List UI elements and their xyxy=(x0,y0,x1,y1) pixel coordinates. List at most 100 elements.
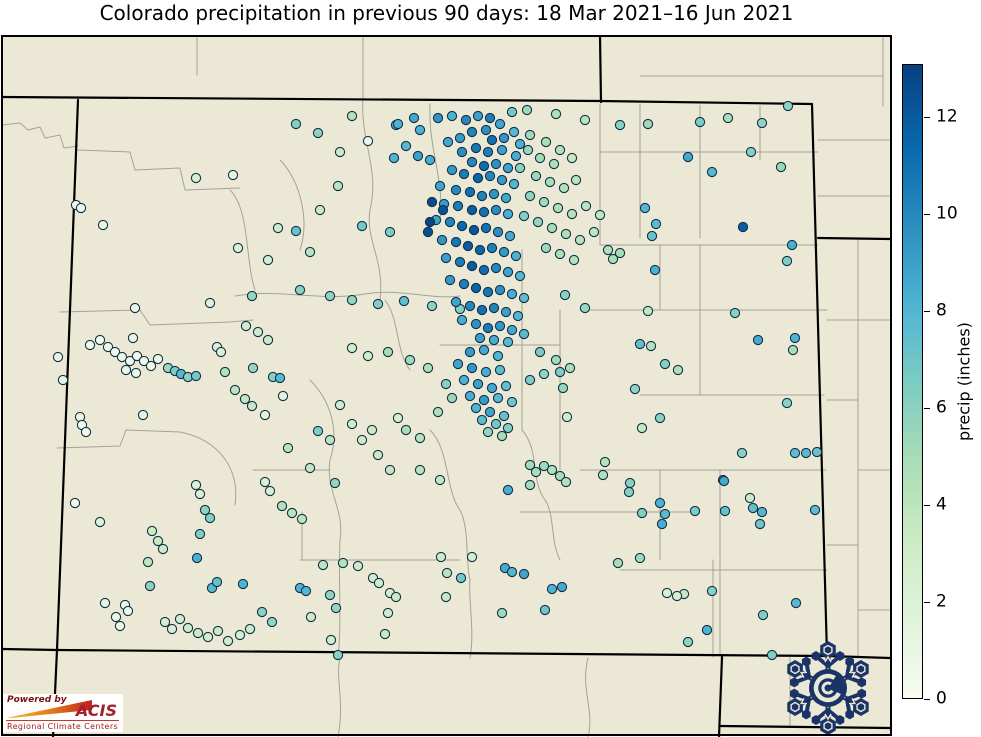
data-point xyxy=(464,346,476,358)
data-point xyxy=(756,117,768,129)
data-point xyxy=(440,378,452,390)
acis-divider xyxy=(6,720,119,721)
data-point xyxy=(754,518,766,530)
data-point xyxy=(568,254,580,266)
data-point xyxy=(747,502,759,514)
data-point xyxy=(502,422,514,434)
data-point xyxy=(116,351,128,363)
data-point xyxy=(789,447,801,459)
data-point xyxy=(332,180,344,192)
data-point xyxy=(811,446,823,458)
data-point xyxy=(458,374,470,386)
data-point xyxy=(450,296,462,308)
colorbar-tick-label: 4 xyxy=(936,494,947,515)
data-point xyxy=(502,484,514,496)
data-point xyxy=(564,362,576,374)
data-point xyxy=(256,606,268,618)
data-point xyxy=(194,488,206,500)
data-point xyxy=(379,628,391,640)
data-point xyxy=(719,505,731,517)
data-point xyxy=(458,168,470,180)
data-point xyxy=(266,616,278,628)
data-point xyxy=(398,295,410,307)
data-point xyxy=(466,551,478,563)
data-point xyxy=(312,127,324,139)
data-point xyxy=(521,104,533,116)
data-point xyxy=(490,158,502,170)
data-point xyxy=(623,486,635,498)
data-point xyxy=(390,591,402,603)
data-point xyxy=(272,222,284,234)
cocorahs-snowflake-logo xyxy=(787,641,869,735)
data-point xyxy=(130,367,142,379)
data-point xyxy=(192,627,204,639)
data-point xyxy=(552,202,564,214)
data-point xyxy=(157,543,169,555)
data-point xyxy=(362,135,374,147)
data-point xyxy=(524,374,536,386)
data-point xyxy=(317,559,329,571)
data-point xyxy=(138,355,150,367)
data-point xyxy=(546,464,558,476)
data-point xyxy=(612,557,624,569)
data-point xyxy=(597,469,609,481)
data-point xyxy=(446,392,458,404)
data-point xyxy=(492,226,504,238)
data-point xyxy=(752,334,764,346)
data-point xyxy=(69,497,81,509)
data-point xyxy=(282,442,294,454)
data-point xyxy=(305,611,317,623)
data-point xyxy=(654,412,666,424)
data-point xyxy=(706,166,718,178)
data-point xyxy=(729,307,741,319)
data-point xyxy=(498,246,510,258)
data-point xyxy=(524,459,536,471)
data-point xyxy=(458,278,470,290)
data-point xyxy=(454,132,466,144)
data-point xyxy=(247,362,259,374)
data-point xyxy=(434,180,446,192)
colorbar-tick-label: 0 xyxy=(936,688,947,709)
data-point xyxy=(400,140,412,152)
state-borders xyxy=(0,34,893,737)
data-point xyxy=(478,394,490,406)
data-point xyxy=(94,334,106,346)
data-point xyxy=(215,346,227,358)
data-point xyxy=(634,552,646,564)
data-point xyxy=(671,590,683,602)
data-point xyxy=(219,366,231,378)
data-point xyxy=(636,507,648,519)
data-point xyxy=(440,252,452,264)
data-point xyxy=(444,274,456,286)
colorbar-tick-label: 12 xyxy=(936,106,958,127)
data-point xyxy=(672,364,684,376)
data-point xyxy=(548,158,560,170)
data-point xyxy=(435,551,447,563)
data-point xyxy=(781,397,793,409)
data-point xyxy=(314,204,326,216)
data-point xyxy=(506,566,518,578)
data-point xyxy=(352,560,364,572)
data-point xyxy=(455,572,467,584)
data-point xyxy=(534,346,546,358)
data-point xyxy=(498,410,510,422)
data-point xyxy=(252,326,264,338)
data-point xyxy=(470,282,482,294)
data-point xyxy=(482,286,494,298)
data-point xyxy=(290,225,302,237)
data-point xyxy=(474,244,486,256)
data-point xyxy=(392,412,404,424)
data-point xyxy=(400,424,412,436)
data-point xyxy=(496,174,508,186)
colorbar-label: precip (inches) xyxy=(954,322,974,441)
data-point xyxy=(442,136,454,148)
data-point xyxy=(554,144,566,156)
data-point xyxy=(494,320,506,332)
data-point xyxy=(190,172,202,184)
data-point xyxy=(152,535,164,547)
data-point xyxy=(500,380,512,392)
data-point xyxy=(532,216,544,228)
data-point xyxy=(227,169,239,181)
data-point xyxy=(682,151,694,163)
data-point xyxy=(476,414,488,426)
